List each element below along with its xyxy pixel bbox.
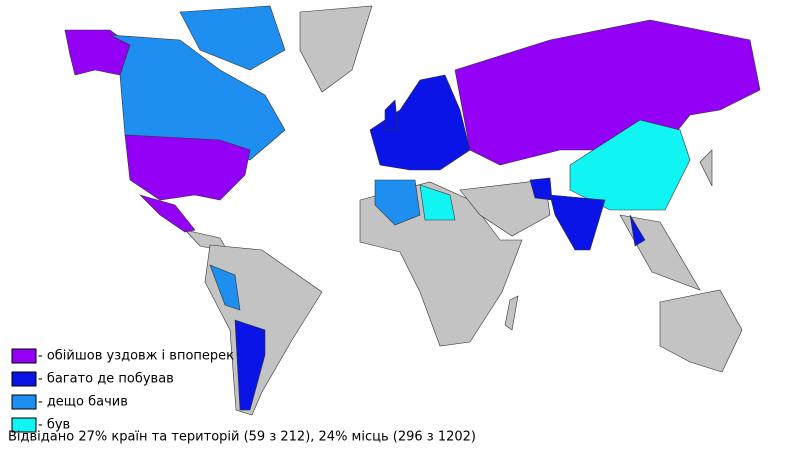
indochina [629,214,646,247]
usa [124,134,251,201]
australia [659,289,743,373]
libya [419,184,456,221]
uk [384,99,399,131]
india [549,194,606,251]
legend-label: - обійшов уздовж і впоперек [38,349,234,364]
legend-swatch [11,348,37,364]
greenland [299,5,373,93]
china [569,119,691,211]
world [64,5,761,416]
alaska [64,29,131,76]
legend: - обійшов уздовж і впоперек - багато де п… [11,348,234,433]
legend-swatch [11,417,37,433]
europe [369,74,471,171]
madagascar [504,295,519,331]
legend-swatch [11,371,37,387]
legend-label: - був [38,418,70,433]
russia [454,19,761,166]
algeria [374,179,421,226]
peru [209,264,241,311]
japan [699,149,713,187]
arctic-islands [179,5,286,71]
iran [529,177,553,201]
caption: Відвідано 27% країн та територій (59 з 2… [8,430,476,445]
legend-label: - багато де побував [38,372,174,387]
mexico [138,194,196,233]
legend-label: - дещо бачив [38,395,128,410]
legend-swatch [11,394,37,410]
argentina [234,319,266,411]
